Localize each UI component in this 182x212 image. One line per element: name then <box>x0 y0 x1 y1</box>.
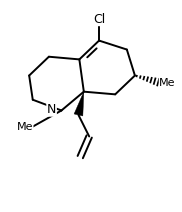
Text: Cl: Cl <box>93 13 105 26</box>
Text: Me: Me <box>159 78 176 88</box>
Text: Me: Me <box>16 122 33 132</box>
Text: N: N <box>47 103 56 116</box>
Polygon shape <box>74 92 84 116</box>
